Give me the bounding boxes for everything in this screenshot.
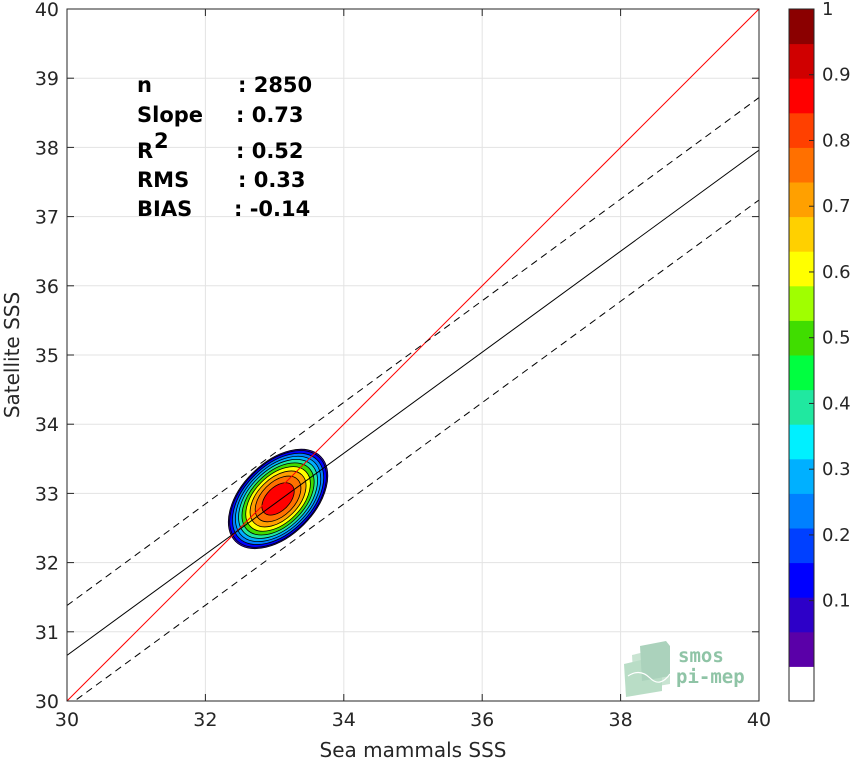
y-tick-label: 33	[35, 483, 59, 505]
colorbar-tick-label: 0.9	[822, 65, 851, 86]
colorbar-segment	[789, 43, 814, 79]
colorbar-segment	[789, 666, 814, 702]
colorbar-segment	[789, 216, 814, 252]
density-contours	[227, 448, 329, 550]
regression-lower-line	[73, 199, 759, 701]
colorbar-segment	[789, 528, 814, 564]
colorbar-tick-label: 0.4	[822, 393, 851, 414]
y-tick-label: 30	[35, 691, 59, 713]
stat-value: : -0.14	[234, 197, 310, 221]
x-tick-label: 30	[55, 709, 79, 731]
identity-line	[67, 9, 759, 701]
x-tick-label: 38	[609, 709, 633, 731]
colorbar-segment	[789, 182, 814, 218]
colorbar-segment	[789, 562, 814, 598]
colorbar-segment	[789, 9, 814, 45]
colorbar-segment	[789, 355, 814, 391]
reference-lines	[67, 9, 759, 701]
colorbar-segment	[789, 597, 814, 633]
stat-label: RMS	[137, 168, 189, 192]
colorbar-segment	[789, 424, 814, 460]
colorbar-segment	[789, 251, 814, 287]
stat-value: : 0.52	[236, 139, 304, 163]
colorbar-segment	[789, 285, 814, 321]
x-tick-label: 40	[747, 709, 771, 731]
colorbar-tick-label: 0.3	[822, 459, 851, 480]
y-axis-ticks: 30 31 32 33 34 35 36 37 38 39 40	[35, 0, 759, 713]
y-axis-title: Satellite SSS	[0, 292, 24, 418]
stat-label: R	[137, 139, 153, 163]
colorbar-frame	[788, 8, 815, 702]
x-axis-title: Sea mammals SSS	[320, 738, 507, 762]
y-tick-label: 36	[35, 276, 59, 298]
colorbar-segment	[789, 458, 814, 494]
stat-label: BIAS	[137, 197, 192, 221]
colorbar-tick-label: 0.6	[822, 262, 851, 283]
colorbar-segment	[789, 147, 814, 183]
y-tick-label: 40	[35, 0, 59, 21]
colorbar-tick-label: 0.5	[822, 328, 851, 349]
stat-superscript: 2	[154, 129, 169, 153]
colorbar-tick-label: 1	[822, 0, 833, 20]
y-tick-label: 31	[35, 622, 59, 644]
y-tick-label: 32	[35, 553, 59, 575]
colorbar: 0.1 0.2 0.3 0.4 0.5 0.6 0.7 0.8 0.9 1	[788, 0, 851, 702]
logo-text-pi-mep: pi-mep	[676, 666, 745, 688]
y-tick-label: 39	[35, 68, 59, 90]
x-tick-label: 34	[332, 709, 356, 731]
x-tick-label: 36	[470, 709, 494, 731]
logo-mark-icon	[624, 641, 671, 697]
logo-text-smos: smos	[678, 645, 724, 667]
colorbar-segment	[789, 78, 814, 114]
grid	[66, 8, 760, 702]
stat-label: Slope	[137, 103, 203, 127]
colorbar-segment	[789, 112, 814, 148]
y-tick-label: 34	[35, 414, 59, 436]
y-tick-label: 35	[35, 345, 59, 367]
smos-pi-mep-logo: smos pi-mep	[624, 641, 745, 697]
statistics-box: n : 2850 Slope : 0.73 R 2 : 0.52 RMS : 0.33 BIAS:…	[137, 73, 312, 221]
colorbar-tick-label: 0.1	[822, 591, 851, 612]
stat-value: : 0.73	[236, 103, 304, 127]
colorbar-segment	[789, 389, 814, 425]
colorbar-segment	[789, 631, 814, 667]
colorbar-tick-label: 0.7	[822, 196, 851, 217]
x-tick-label: 32	[193, 709, 217, 731]
x-axis-ticks: 30 32 34 36 38 40	[55, 9, 771, 731]
y-tick-label: 38	[35, 137, 59, 159]
stat-value: : 2850	[238, 73, 312, 97]
colorbar-segment	[789, 493, 814, 529]
colorbar-tick-label: 0.8	[822, 130, 851, 151]
y-tick-label: 37	[35, 207, 59, 229]
colorbar-tick-label: 0.2	[822, 525, 851, 546]
stat-value: : 0.33	[238, 168, 306, 192]
regression-line	[67, 149, 759, 656]
stat-label: n	[137, 73, 152, 97]
